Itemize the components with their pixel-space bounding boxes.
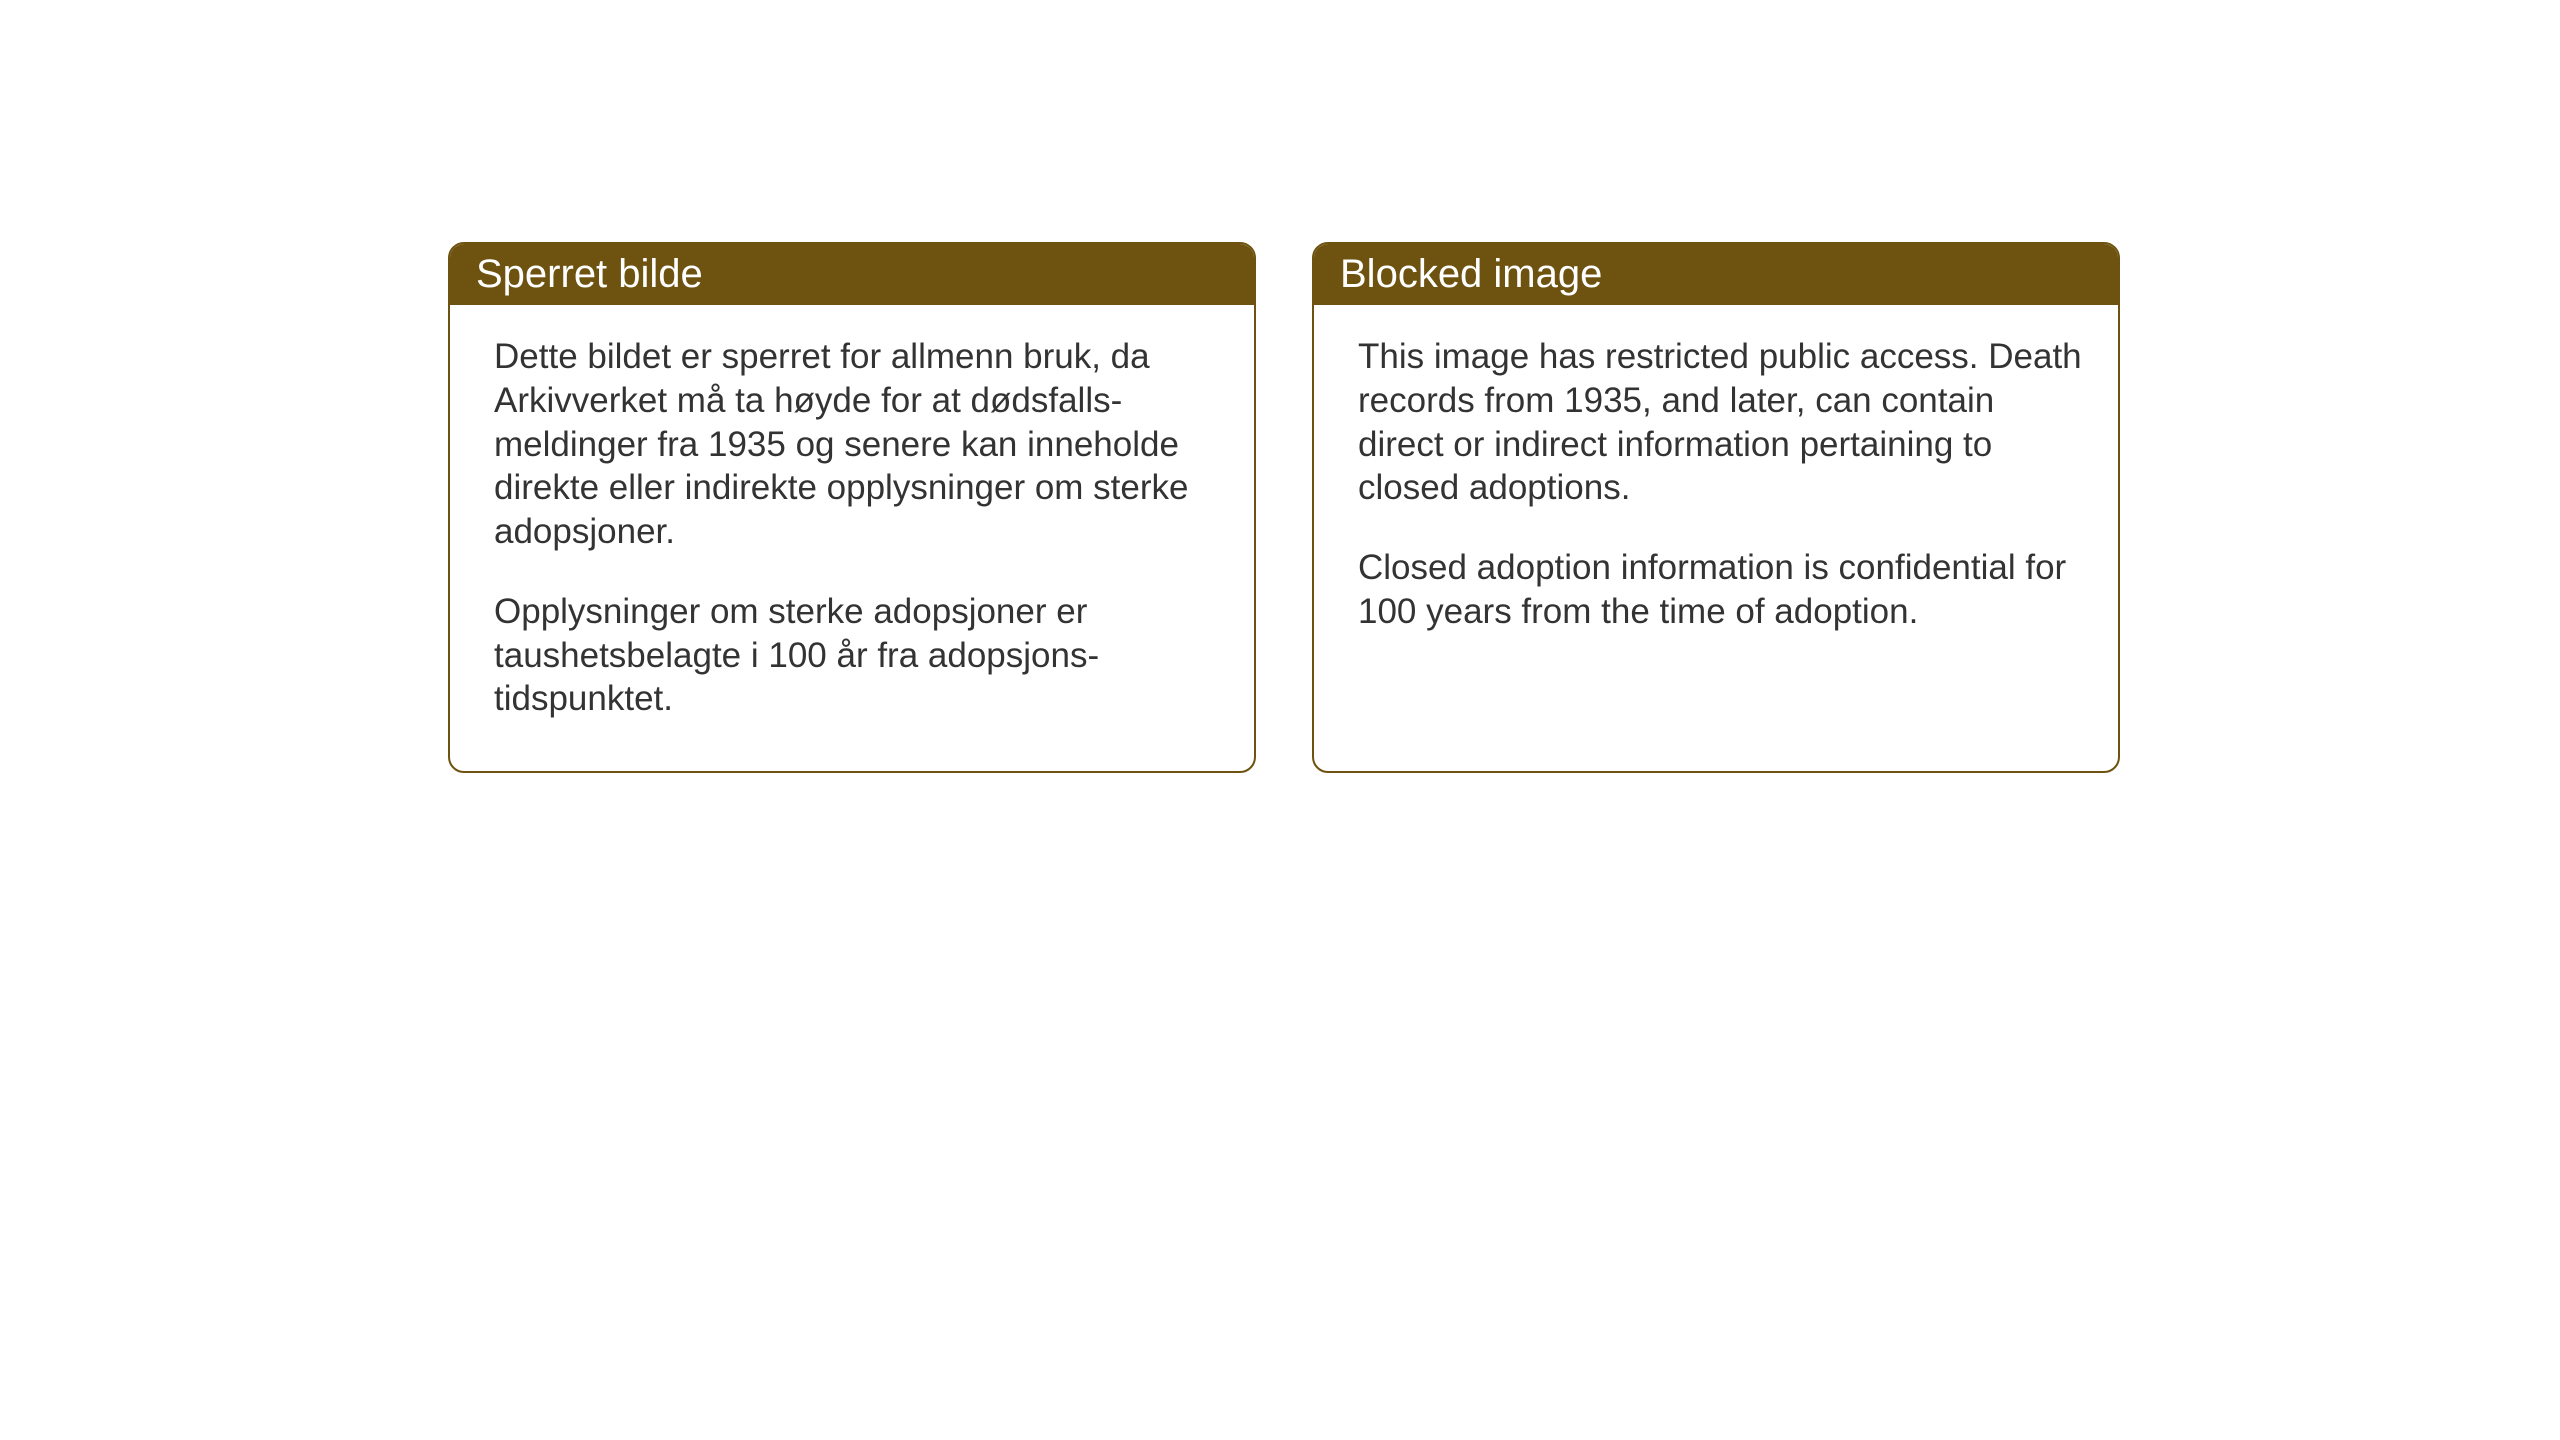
notice-container: Sperret bilde Dette bildet er sperret fo… <box>448 242 2120 773</box>
english-card-header: Blocked image <box>1314 244 2118 305</box>
english-notice-card: Blocked image This image has restricted … <box>1312 242 2120 773</box>
norwegian-card-title: Sperret bilde <box>476 252 703 296</box>
norwegian-card-body: Dette bildet er sperret for allmenn bruk… <box>450 305 1254 771</box>
english-paragraph-1: This image has restricted public access.… <box>1358 335 2088 510</box>
norwegian-paragraph-2: Opplysninger om sterke adopsjoner er tau… <box>494 590 1224 721</box>
norwegian-notice-card: Sperret bilde Dette bildet er sperret fo… <box>448 242 1256 773</box>
english-paragraph-2: Closed adoption information is confident… <box>1358 546 2088 634</box>
norwegian-paragraph-1: Dette bildet er sperret for allmenn bruk… <box>494 335 1224 554</box>
english-card-body: This image has restricted public access.… <box>1314 305 2118 684</box>
norwegian-card-header: Sperret bilde <box>450 244 1254 305</box>
english-card-title: Blocked image <box>1340 252 1602 296</box>
